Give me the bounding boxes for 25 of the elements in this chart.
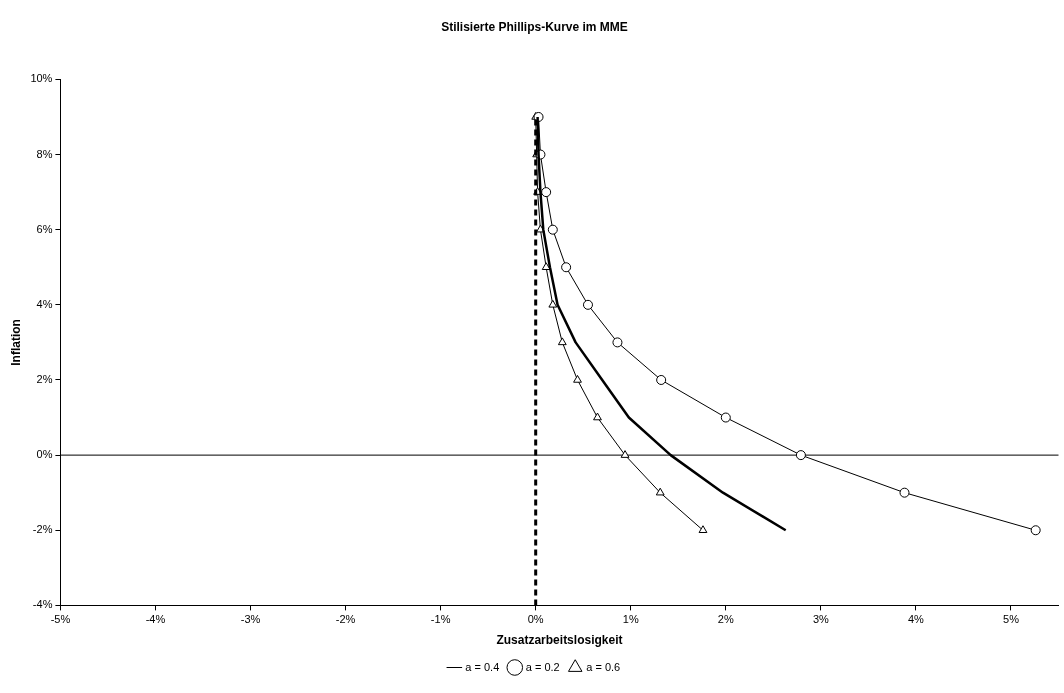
x-tick-label: 1% xyxy=(622,613,639,626)
y-tick-label: 2% xyxy=(36,373,53,385)
x-tick-label: -1% xyxy=(430,613,451,626)
x-axis-title: Zusatzarbeitslosigkeit xyxy=(496,633,623,648)
x-tick-label: 2% xyxy=(717,613,734,626)
legend-label: a = 0.6 xyxy=(586,660,621,673)
y-tick-label: -2% xyxy=(32,523,53,536)
x-tick-label: 4% xyxy=(907,613,925,626)
x-tick-label: -5% xyxy=(50,613,71,626)
y-tick-label: 8% xyxy=(36,147,53,160)
x-tick-label: 5% xyxy=(1003,613,1020,626)
y-tick-label: 0% xyxy=(36,448,53,461)
x-tick-label: 3% xyxy=(812,613,830,626)
y-tick-label: 6% xyxy=(36,222,53,235)
x-tick-label: -4% xyxy=(145,613,166,626)
x-tick-label: 0% xyxy=(527,613,544,626)
y-tick-label: 10% xyxy=(30,72,53,85)
x-tick-label: -2% xyxy=(335,613,356,626)
y-tick-label: -4% xyxy=(32,598,53,611)
x-tick-label: -3% xyxy=(240,613,261,626)
chart-title: Stilisierte Phillips-Kurve im MME xyxy=(441,19,628,34)
legend-label: a = 0.4 xyxy=(465,660,500,673)
y-axis-title: Inflation xyxy=(8,319,23,366)
legend-label: a = 0.2 xyxy=(525,660,560,673)
y-tick-label: 4% xyxy=(36,297,53,310)
